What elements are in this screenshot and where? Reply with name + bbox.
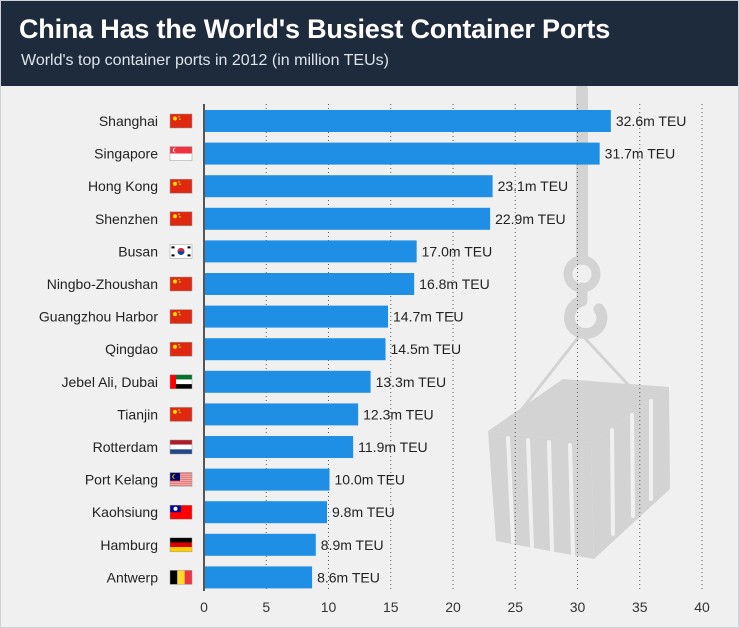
bar	[205, 207, 491, 230]
china-flag-icon	[169, 407, 193, 422]
data-label: 32.6m TEU	[616, 113, 687, 129]
category-label: Antwerp	[107, 569, 159, 585]
x-tick-label: 25	[507, 599, 523, 615]
bars	[205, 110, 611, 589]
chart-title: China Has the World's Busiest Container …	[19, 14, 611, 44]
belgium-flag-icon	[169, 570, 193, 585]
bar	[205, 436, 354, 458]
x-tick-label: 30	[570, 599, 586, 615]
container-ribs	[506, 399, 653, 556]
x-tick-label: 10	[321, 599, 337, 615]
bar	[205, 566, 313, 589]
category-label: Hamburg	[100, 537, 158, 553]
china-flag-icon	[169, 178, 193, 194]
category-label: Guangzhou Harbor	[39, 309, 158, 325]
bar	[205, 501, 328, 524]
data-label: 10.0m TEU	[335, 472, 406, 488]
data-label: 8.9m TEU	[321, 537, 384, 553]
x-tick-label: 40	[694, 599, 710, 615]
category-label: Hong Kong	[88, 178, 158, 194]
data-label: 17.0m TEU	[422, 243, 493, 259]
category-label: Singapore	[94, 146, 158, 162]
germany-flag-icon	[169, 537, 193, 553]
bar	[205, 142, 600, 165]
category-label: Tianjin	[117, 406, 158, 422]
china-flag-icon	[169, 113, 193, 129]
chart-subtitle: World's top container ports in 2012 (in …	[21, 52, 389, 69]
data-label: 8.6m TEU	[317, 569, 380, 585]
sling-right	[579, 332, 636, 393]
data-label: 16.8m TEU	[419, 276, 490, 292]
data-label: 12.3m TEU	[363, 406, 434, 422]
data-label: 13.3m TEU	[376, 374, 447, 390]
category-label: Busan	[118, 243, 158, 259]
chart-header: China Has the World's Busiest Container …	[1, 1, 738, 86]
x-tick-label: 5	[262, 599, 270, 615]
bar-chart: Shanghai Singapore Hong Kong Shenzhen Busan N…	[39, 86, 710, 615]
category-label: Shenzhen	[95, 211, 158, 227]
category-label: Qingdao	[105, 341, 158, 357]
category-label: Ningbo-Zhoushan	[47, 276, 158, 292]
sling-left	[517, 332, 583, 415]
china-flag-icon	[169, 276, 193, 292]
category-labels: Shanghai Singapore Hong Kong Shenzhen Busan N…	[39, 113, 158, 585]
flags	[169, 113, 193, 585]
category-label: Rotterdam	[93, 439, 158, 455]
x-tick-label: 20	[445, 599, 461, 615]
x-axis-ticks: 0 5 10 15 20 25 30 35 40	[200, 599, 710, 615]
bar	[205, 273, 415, 295]
china-flag-icon	[169, 309, 193, 324]
crane-container-illustration	[488, 86, 670, 559]
bar	[205, 110, 611, 132]
bar	[205, 338, 386, 361]
category-label: Shanghai	[99, 113, 158, 129]
data-label: 14.5m TEU	[391, 341, 462, 357]
bar	[205, 175, 493, 198]
singapore-flag-icon	[169, 146, 193, 161]
category-label: Port Kelang	[85, 472, 158, 488]
bar	[205, 468, 330, 491]
china-flag-icon	[169, 211, 193, 227]
category-label: Kaohsiung	[92, 504, 158, 520]
data-label: 22.9m TEU	[495, 211, 566, 227]
bar	[205, 305, 389, 328]
data-label: 11.9m TEU	[358, 439, 428, 455]
category-label: Jebel Ali, Dubai	[61, 374, 158, 390]
data-label: 31.7m TEU	[605, 146, 676, 162]
bar	[205, 370, 371, 393]
netherlands-flag-icon	[169, 439, 193, 455]
data-labels: 32.6m TEU 31.7m TEU 23.1m TEU 22.9m TEU17.0…	[317, 113, 686, 585]
bar	[205, 240, 417, 263]
crane-hook	[564, 282, 608, 340]
data-label: 23.1m TEU	[498, 178, 569, 194]
bar	[205, 533, 316, 556]
x-tick-label: 15	[383, 599, 399, 615]
data-label: 9.8m TEU	[332, 504, 395, 520]
bar	[205, 403, 359, 426]
uae-flag-icon	[169, 374, 193, 390]
malaysia-flag-icon	[169, 472, 193, 487]
x-tick-label: 35	[632, 599, 648, 615]
taiwan-flag-icon	[169, 504, 193, 520]
x-tick-label: 0	[200, 599, 208, 615]
south-korea-flag-icon	[169, 244, 193, 259]
data-label: 14.7m TEU	[393, 309, 464, 325]
china-flag-icon	[169, 341, 193, 357]
